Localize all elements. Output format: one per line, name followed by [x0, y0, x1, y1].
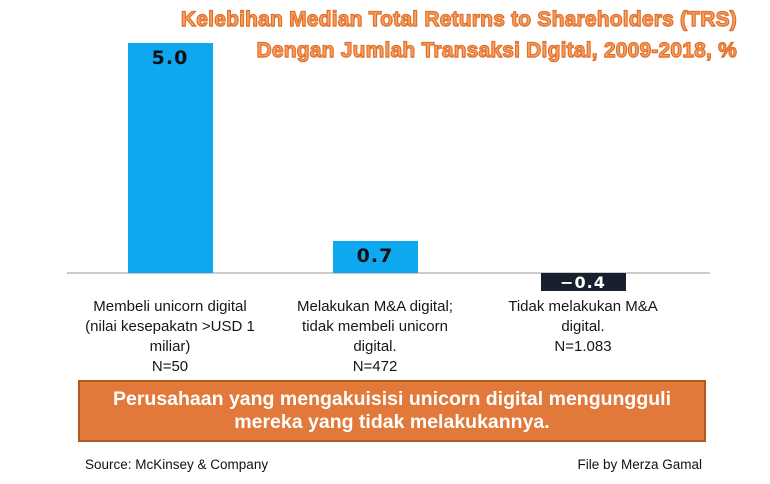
bar-1: 5.0	[127, 43, 213, 273]
bar-value-label-1: 5.0	[151, 47, 189, 69]
chart-title-line1: Kelebihan Median Total Returns to Shareh…	[180, 7, 737, 31]
source-text: Source: McKinsey & Company	[85, 457, 269, 472]
category-label-1: Membeli unicorn digital (nilai kesepakat…	[85, 298, 255, 375]
bar-2: 0.7	[332, 241, 418, 273]
chart-title: Kelebihan Median Total Returns to Shareh…	[90, 4, 737, 66]
bar-value-label-3: −0.4	[560, 273, 606, 292]
credit-text: File by Merza Gamal	[577, 457, 702, 472]
bar-3: −0.4	[540, 273, 626, 292]
bar-value-label-2: 0.7	[356, 245, 394, 267]
conclusion-banner: Perusahaan yang mengakuisisi unicorn dig…	[78, 380, 706, 442]
x-axis-line	[67, 272, 710, 274]
chart-title-line2: Dengan Jumlah Transaksi Digital, 2009-20…	[256, 38, 738, 62]
category-label-3: Tidak melakukan M&A digital. N=1.083	[508, 298, 658, 355]
category-label-2: Melakukan M&A digital; tidak membeli uni…	[297, 298, 453, 375]
conclusion-text: Perusahaan yang mengakuisisi unicorn dig…	[112, 388, 672, 433]
